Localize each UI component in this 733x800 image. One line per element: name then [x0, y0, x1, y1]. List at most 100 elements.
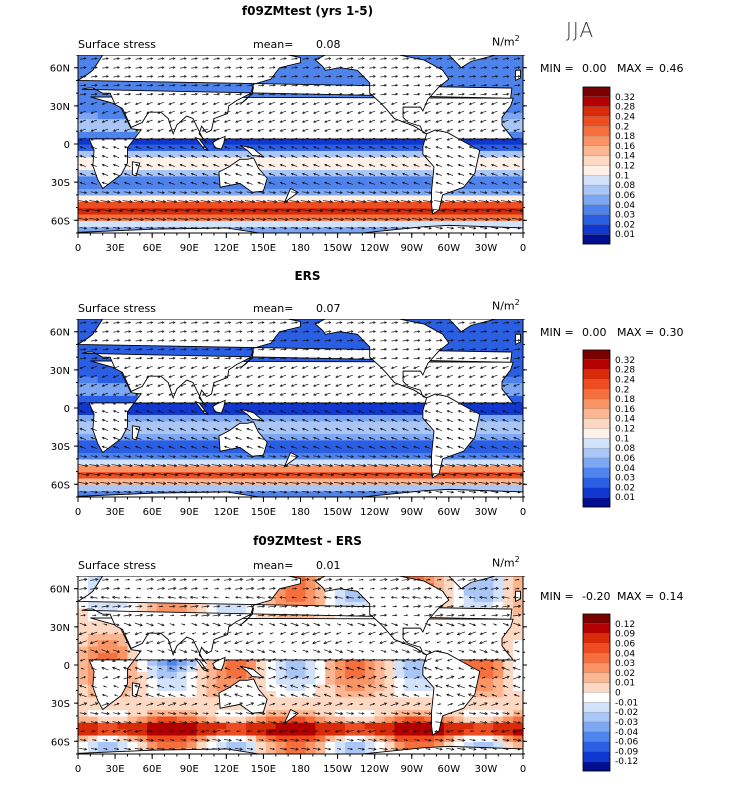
- mean-label: mean=: [253, 559, 294, 572]
- colorbar-swatch: [582, 194, 611, 206]
- colorbar-label: 0.16: [615, 142, 635, 152]
- colorbar-swatch: [582, 721, 611, 733]
- units-text: N/m: [492, 299, 515, 313]
- units-exponent: 2: [514, 555, 520, 564]
- mean-value: 0.08: [316, 38, 341, 51]
- colorbar-label: 0.2: [615, 385, 629, 395]
- colorbar-label: 0.1: [615, 171, 629, 181]
- colorbar-swatch: [582, 711, 611, 723]
- colorbar-swatch: [582, 741, 611, 752]
- colorbar-swatch: [582, 497, 611, 508]
- max-label: MAX =: [617, 590, 655, 603]
- units-exponent: 2: [514, 34, 520, 43]
- surface-stress-label: Surface stress: [78, 559, 156, 572]
- stress-field: [78, 55, 523, 233]
- colorbar-swatch: [582, 135, 611, 147]
- lat-tick-label: 30S: [51, 442, 70, 453]
- lon-tick-label: 60W: [438, 507, 461, 518]
- stress-vectors: [78, 577, 522, 751]
- lon-tick-label: 60E: [143, 507, 162, 518]
- units-exponent: 2: [514, 298, 520, 307]
- colorbar-label: 0.32: [615, 93, 635, 103]
- min-value: 0.00: [582, 326, 607, 339]
- units-label: N/m2: [492, 34, 520, 49]
- lat-tick-label: 60N: [50, 328, 70, 339]
- colorbar-swatch: [582, 165, 611, 176]
- lon-tick-label: 30E: [106, 243, 125, 254]
- colorbar-label: 0.06: [615, 454, 635, 464]
- max-value: 0.46: [659, 62, 684, 75]
- min-label: MIN =: [540, 62, 574, 75]
- colorbar-swatch: [582, 623, 611, 635]
- lat-tick-label: 0: [64, 661, 70, 672]
- lat-tick-label: 60S: [51, 737, 70, 748]
- lat-tick-label: 0: [64, 140, 70, 151]
- lon-tick-label: 0: [520, 507, 526, 518]
- lon-tick-label: 180: [291, 507, 310, 518]
- colorbar-swatch: [582, 175, 611, 186]
- colorbar-swatch: [582, 214, 611, 225]
- colorbar-label: 0.04: [615, 464, 635, 474]
- lon-tick-label: 30W: [475, 764, 498, 775]
- colorbar-label: -0.04: [615, 728, 639, 738]
- colorbar-label: 0.16: [615, 405, 635, 415]
- colorbar-swatch: [582, 653, 611, 664]
- colorbar-swatch: [582, 234, 611, 245]
- lon-tick-label: 30E: [106, 764, 125, 775]
- lon-tick-label: 0: [75, 507, 81, 518]
- colorbar-label: 0.18: [615, 132, 635, 142]
- lon-tick-label: 0: [75, 764, 81, 775]
- colorbar-swatch: [582, 106, 611, 117]
- mean-value: 0.07: [316, 302, 341, 315]
- surface-stress-label: Surface stress: [78, 302, 156, 315]
- colorbar-swatch: [582, 418, 611, 429]
- colorbar-swatch: [582, 204, 611, 216]
- colorbar-swatch: [582, 761, 611, 772]
- lon-tick-label: 150W: [323, 764, 352, 775]
- lon-tick-label: 0: [520, 243, 526, 254]
- lat-tick-label: 60N: [50, 64, 70, 75]
- colorbar-swatch: [582, 682, 611, 693]
- colorbar-swatch: [582, 86, 611, 98]
- land-masses: [78, 55, 523, 233]
- lat-tick-label: 60S: [51, 480, 70, 491]
- colorbar-label: 0.28: [615, 103, 635, 113]
- colorbar-swatch: [582, 389, 611, 400]
- surface-stress-label: Surface stress: [78, 38, 156, 51]
- lon-tick-label: 150E: [251, 764, 276, 775]
- stress-field: [78, 319, 523, 497]
- colorbar-swatch: [582, 398, 611, 410]
- colorbar-swatch: [582, 702, 611, 713]
- min-label: MIN =: [540, 590, 574, 603]
- mean-label: mean=: [253, 38, 294, 51]
- stress-vectors: [78, 321, 523, 494]
- colorbar-label: 0.08: [615, 444, 635, 454]
- colorbar-label: -0.01: [615, 698, 638, 708]
- lat-tick-label: 30N: [50, 366, 70, 377]
- colorbar-swatch: [582, 379, 611, 390]
- colorbar-swatch: [582, 428, 611, 439]
- lon-tick-label: 30E: [106, 507, 125, 518]
- max-label: MAX =: [617, 326, 655, 339]
- stress-field: [78, 576, 523, 754]
- lon-tick-label: 0: [520, 764, 526, 775]
- max-label: MAX =: [617, 62, 655, 75]
- lat-tick-label: 0: [64, 404, 70, 415]
- lon-tick-label: 120W: [360, 243, 389, 254]
- units-label: N/m2: [492, 555, 520, 570]
- colorbar-label: 0.1: [615, 434, 629, 444]
- colorbar-label: -0.03: [615, 718, 638, 728]
- colorbar-diff: 0.120.090.060.040.030.020.010-0.01-0.02-…: [582, 613, 639, 772]
- colorbar-label: 0.12: [615, 425, 635, 435]
- colorbar-label: 0.04: [615, 201, 635, 211]
- lon-tick-label: 150E: [251, 243, 276, 254]
- colorbar-label: -0.09: [615, 747, 639, 757]
- colorbar-label: 0.01: [615, 679, 635, 689]
- panel-title: f09ZMtest (yrs 1-5): [241, 4, 374, 18]
- lon-tick-label: 90E: [180, 243, 199, 254]
- min-label: MIN =: [540, 326, 574, 339]
- lon-tick-label: 90W: [400, 764, 423, 775]
- colorbar-swatch: [582, 633, 611, 644]
- season-label: JJA: [566, 18, 595, 42]
- colorbar-label: 0.06: [615, 191, 635, 201]
